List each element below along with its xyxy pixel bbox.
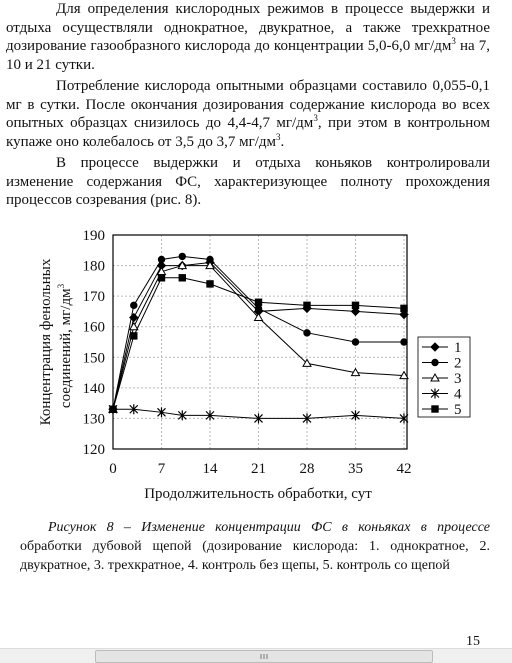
marker <box>254 298 263 306</box>
marker <box>109 405 117 413</box>
marker <box>177 410 187 421</box>
marker <box>400 338 408 346</box>
marker <box>254 304 263 313</box>
y-tick-label: 130 <box>83 411 106 427</box>
y-tick-label: 140 <box>83 381 106 397</box>
page-number: 15 <box>466 634 480 649</box>
marker <box>302 358 312 367</box>
marker <box>399 370 409 380</box>
legend-marker <box>431 358 439 367</box>
y-tick-label: 150 <box>83 350 106 366</box>
legend-label: 1 <box>454 340 462 356</box>
marker <box>128 321 139 331</box>
x-tick-label: 42 <box>397 461 412 477</box>
text: на 7, 10 и 21 сутки. <box>6 38 490 73</box>
superscript: 3 <box>56 283 66 288</box>
marker <box>351 410 360 421</box>
marker <box>350 367 361 377</box>
legend-box <box>417 336 471 418</box>
marker <box>351 301 360 310</box>
paragraph: В процессе выдержки и отдыха коньяков ко… <box>6 154 490 210</box>
marker <box>399 309 409 320</box>
text: Потребление кислорода опытными образцами… <box>6 78 490 131</box>
x-tick-label: 0 <box>109 461 117 477</box>
caption-text: обработки дубовой щепой (дозирование кис… <box>20 539 490 573</box>
marker <box>205 260 215 270</box>
x-tick-label: 21 <box>251 461 266 477</box>
grip <box>260 654 268 659</box>
marker <box>177 260 188 270</box>
legend-label: 2 <box>454 356 462 372</box>
y-tick-label: 180 <box>83 259 106 275</box>
caption: Рисунок 8 – Изменение концентрации ФС в … <box>20 518 490 575</box>
legend-marker <box>430 342 440 352</box>
legend-label: 4 <box>454 387 462 403</box>
x-tick-label: 14 <box>203 461 219 477</box>
text: . <box>280 133 285 150</box>
text: Для определения кислородных режимов в пр… <box>6 1 490 54</box>
marker <box>130 332 138 340</box>
y-tick-label: 190 <box>83 228 106 244</box>
body-text: Для определения кислородных режимов в пр… <box>6 0 490 213</box>
y-axis-label: Концентрация фенольных <box>38 258 54 425</box>
paragraph: Для определения кислородных режимов в пр… <box>6 0 490 74</box>
marker <box>130 301 138 310</box>
text: В процессе выдержки и отдыха коньяков ко… <box>6 155 490 208</box>
legend-label: 5 <box>454 402 462 418</box>
x-axis-label: Продолжительность обработки, сут <box>144 486 372 502</box>
marker <box>157 274 166 282</box>
scrollbar-thumb[interactable] <box>95 650 433 663</box>
caption-title: Рисунок 8 – Изменение концентрации ФС в … <box>48 520 490 535</box>
marker <box>400 304 408 313</box>
marker <box>351 338 360 346</box>
marker <box>205 410 215 421</box>
horizontal-scrollbar[interactable] <box>0 648 512 663</box>
paragraph: Потребление кислорода опытными образцами… <box>6 77 490 151</box>
marker <box>129 404 139 415</box>
x-tick-label: 35 <box>348 461 363 477</box>
marker <box>157 255 166 264</box>
marker <box>253 312 264 322</box>
marker <box>350 306 361 317</box>
y-axis-label: соединений, мг/дм3 <box>56 283 74 408</box>
chart: Концентрация фенольных соединений, мг/дм… <box>38 228 471 502</box>
text: , при этом в контрольном купаже оно коле… <box>6 115 490 150</box>
y-tick-label: 170 <box>83 289 106 305</box>
marker <box>303 301 311 310</box>
marker <box>254 413 263 424</box>
marker <box>303 329 311 337</box>
superscript: 3 <box>276 131 281 142</box>
y-axis-label: соединений, мг/дм <box>58 288 74 408</box>
marker <box>399 413 409 424</box>
x-tick-label: 7 <box>158 461 166 477</box>
y-tick-label: 120 <box>83 442 106 458</box>
marker <box>302 413 312 424</box>
legend-marker <box>430 388 440 399</box>
marker <box>206 280 214 288</box>
superscript: 3 <box>313 113 318 123</box>
legend-marker <box>430 372 440 382</box>
legend-marker <box>431 405 439 413</box>
superscript: 3 <box>451 36 456 46</box>
legend-label: 3 <box>454 371 462 387</box>
marker <box>178 274 186 282</box>
marker <box>157 407 166 418</box>
y-tick-label: 160 <box>83 320 106 336</box>
marker <box>178 252 186 261</box>
x-tick-label: 28 <box>300 461 315 477</box>
